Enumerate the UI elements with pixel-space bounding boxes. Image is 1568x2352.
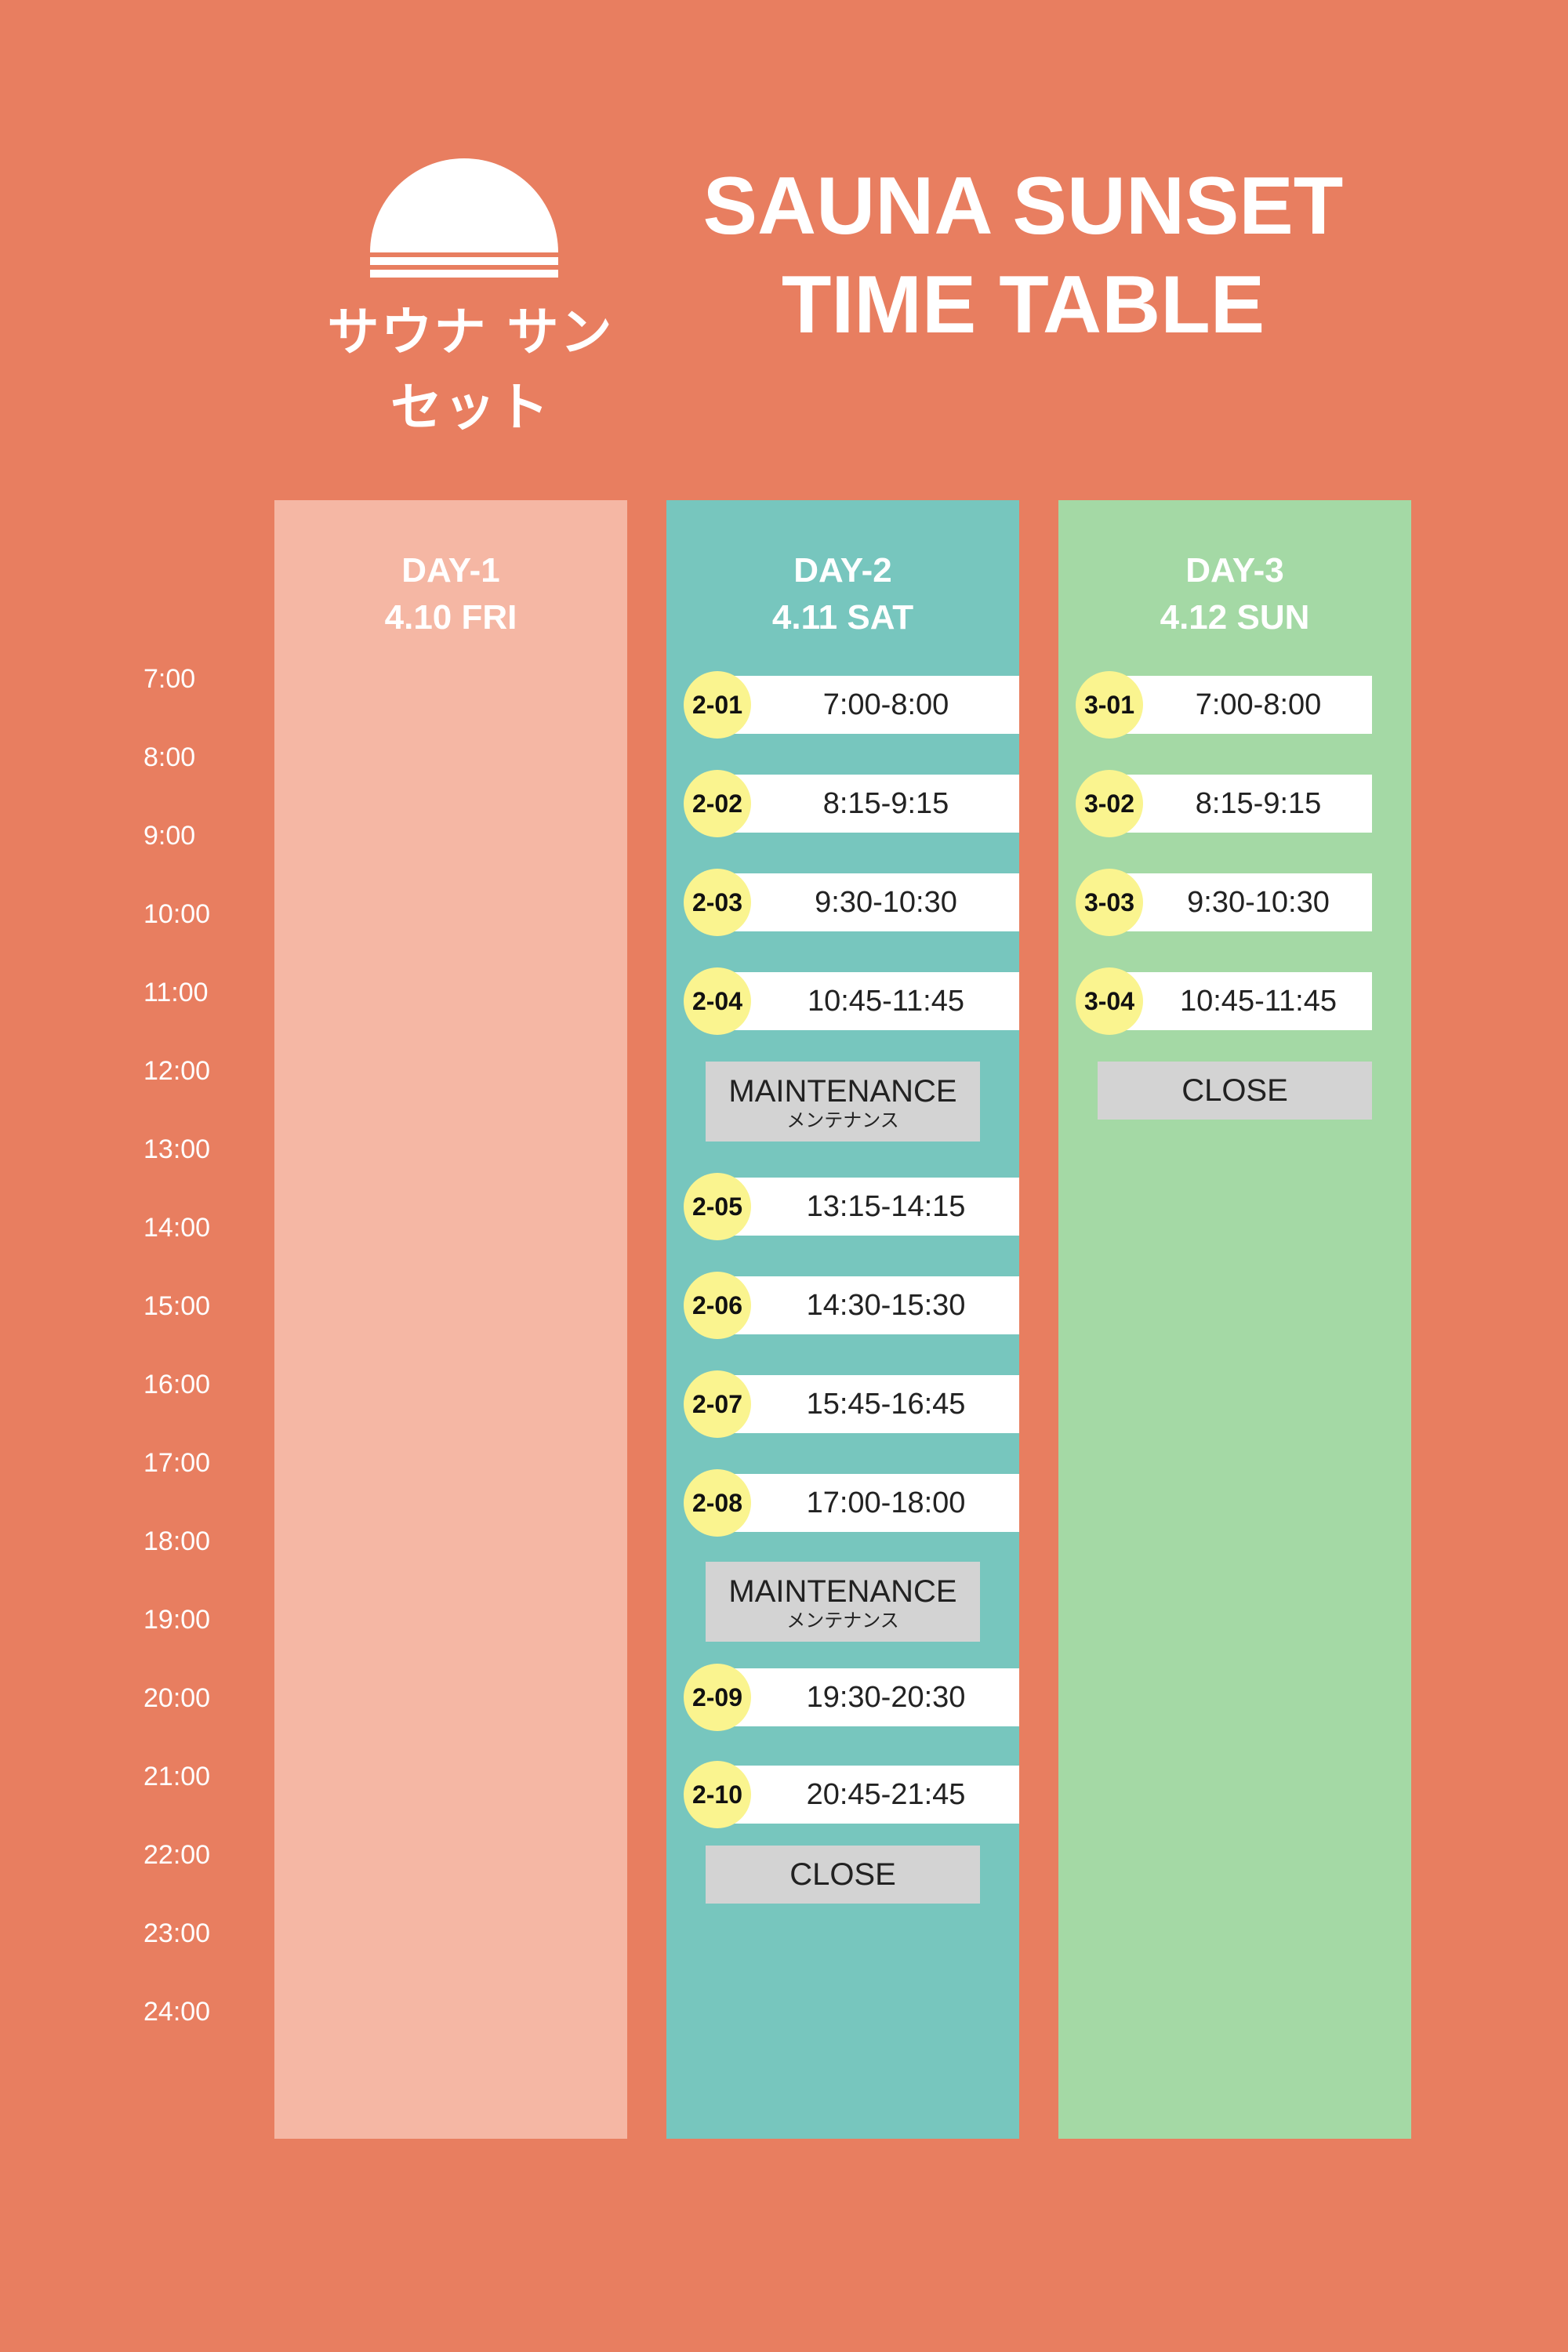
session-badge: 3-02 [1076, 770, 1143, 837]
session-badge: 2-06 [684, 1272, 751, 1339]
time-label: 9:00 [143, 821, 196, 851]
day-1-column: DAY-1 4.10 FRI [274, 500, 627, 2139]
time-label: 18:00 [143, 1526, 211, 1556]
session-time: 13:15-14:15 [806, 1190, 966, 1223]
day-3-column: DAY-3 4.12 SUN 3-01 7:00-8:00 3-02 8:15-… [1058, 500, 1411, 2139]
session-badge: 2-03 [684, 869, 751, 936]
day-label: DAY-3 [1185, 551, 1284, 590]
session-slot[interactable]: 2-03 9:30-10:30 [684, 869, 1019, 936]
session-time: 8:15-9:15 [822, 787, 949, 820]
time-label: 23:00 [143, 1918, 211, 1948]
session-badge: 2-01 [684, 671, 751, 739]
session-slot[interactable]: 2-07 15:45-16:45 [684, 1370, 1019, 1438]
day-2-header: DAY-2 4.11 SAT [666, 547, 1019, 641]
time-label: 15:00 [143, 1291, 211, 1321]
session-badge: 2-09 [684, 1664, 751, 1731]
maintenance-sub-label: メンテナンス [786, 1109, 899, 1131]
day-label: DAY-1 [401, 551, 500, 590]
logo-text: サウナ サンセット [327, 302, 614, 437]
sunset-logo-icon [370, 158, 558, 278]
session-slot[interactable]: 3-03 9:30-10:30 [1076, 869, 1372, 936]
time-label: 21:00 [143, 1762, 211, 1791]
session-badge: 2-08 [684, 1469, 751, 1537]
time-label: 7:00 [143, 664, 196, 694]
title-line-2: TIME TABLE [781, 260, 1265, 350]
session-time: 15:45-16:45 [806, 1388, 966, 1421]
maintenance-sub-label: メンテナンス [786, 1610, 899, 1632]
session-slot[interactable]: 2-06 14:30-15:30 [684, 1272, 1019, 1339]
time-label: 10:00 [143, 899, 211, 929]
session-badge: 2-02 [684, 770, 751, 837]
title-line-1: SAUNA SUNSET [702, 161, 1344, 252]
day-1-header: DAY-1 4.10 FRI [274, 547, 627, 641]
time-label: 20:00 [143, 1683, 211, 1713]
close-label: CLOSE [789, 1857, 896, 1892]
time-label: 19:00 [143, 1605, 211, 1635]
session-badge: 2-10 [684, 1761, 751, 1828]
session-time: 8:15-9:15 [1195, 787, 1322, 820]
time-label: 17:00 [143, 1448, 211, 1478]
session-time: 17:00-18:00 [806, 1486, 966, 1519]
session-badge: 3-04 [1076, 967, 1143, 1035]
session-time: 7:00-8:00 [1195, 688, 1322, 721]
page-title: SAUNA SUNSET TIME TABLE [659, 157, 1388, 354]
session-badge: 3-03 [1076, 869, 1143, 936]
time-label: 24:00 [143, 1997, 211, 2027]
maintenance-label: MAINTENANCE [728, 1574, 957, 1609]
close-block: CLOSE [706, 1846, 980, 1904]
close-block: CLOSE [1098, 1062, 1372, 1120]
session-slot[interactable]: 3-02 8:15-9:15 [1076, 770, 1372, 837]
session-badge: 2-07 [684, 1370, 751, 1438]
session-time: 20:45-21:45 [806, 1778, 966, 1811]
maintenance-block: MAINTENANCE メンテナンス [706, 1562, 980, 1642]
session-slot[interactable]: 3-01 7:00-8:00 [1076, 671, 1372, 739]
session-time: 9:30-10:30 [1187, 886, 1330, 919]
session-slot[interactable]: 2-02 8:15-9:15 [684, 770, 1019, 837]
maintenance-block: MAINTENANCE メンテナンス [706, 1062, 980, 1142]
close-label: CLOSE [1181, 1073, 1288, 1108]
session-time: 19:30-20:30 [806, 1681, 966, 1714]
time-label: 16:00 [143, 1370, 211, 1399]
maintenance-label: MAINTENANCE [728, 1074, 957, 1109]
session-badge: 2-04 [684, 967, 751, 1035]
time-label: 11:00 [143, 978, 209, 1007]
sauna-sunset-logo: サウナ サンセット [306, 157, 635, 437]
time-label: 8:00 [143, 742, 196, 772]
session-slot[interactable]: 2-08 17:00-18:00 [684, 1469, 1019, 1537]
session-badge: 2-05 [684, 1173, 751, 1240]
day-label: DAY-2 [793, 551, 892, 590]
session-slot[interactable]: 3-04 10:45-11:45 [1076, 967, 1372, 1035]
session-slot[interactable]: 2-05 13:15-14:15 [684, 1173, 1019, 1240]
session-time: 10:45-11:45 [1179, 985, 1338, 1018]
session-time: 10:45-11:45 [807, 985, 965, 1018]
session-time: 9:30-10:30 [815, 886, 957, 919]
day-date: 4.12 SUN [1160, 598, 1310, 637]
day-3-header: DAY-3 4.12 SUN [1058, 547, 1411, 641]
time-label: 14:00 [143, 1213, 211, 1243]
session-badge: 3-01 [1076, 671, 1143, 739]
day-date: 4.11 SAT [771, 598, 914, 637]
day-2-column: DAY-2 4.11 SAT 2-01 7:00-8:00 2-02 8:15-… [666, 500, 1019, 2139]
session-time: 7:00-8:00 [822, 688, 949, 721]
time-label: 22:00 [143, 1840, 211, 1870]
session-time: 14:30-15:30 [806, 1289, 966, 1322]
time-label: 13:00 [143, 1134, 211, 1164]
time-label: 12:00 [143, 1056, 211, 1086]
session-slot[interactable]: 2-04 10:45-11:45 [684, 967, 1019, 1035]
session-slot[interactable]: 2-10 20:45-21:45 [684, 1761, 1019, 1828]
day-date: 4.10 FRI [384, 598, 517, 637]
session-slot[interactable]: 2-01 7:00-8:00 [684, 671, 1019, 739]
session-slot[interactable]: 2-09 19:30-20:30 [684, 1664, 1019, 1731]
